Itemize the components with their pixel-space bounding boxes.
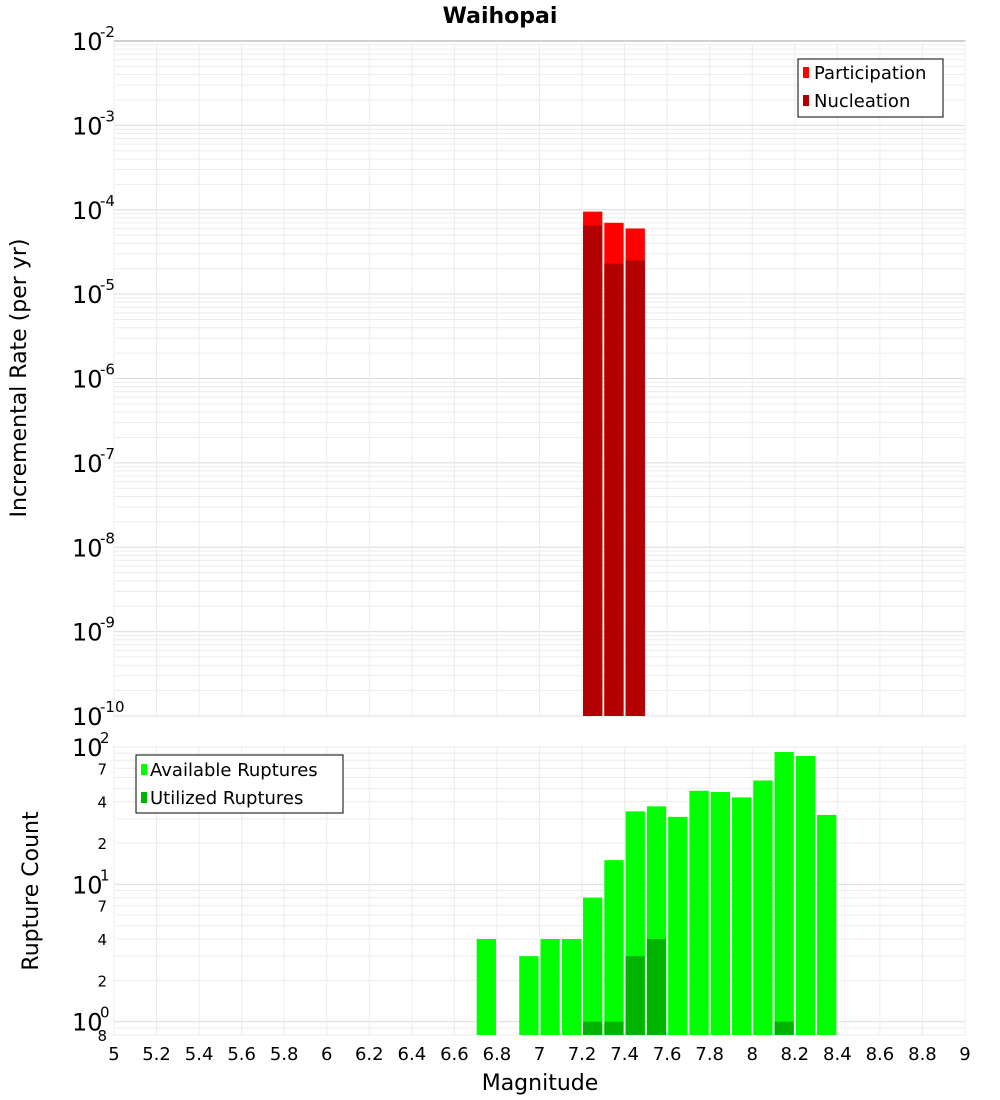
x-tick-label: 6.2 — [355, 1044, 384, 1065]
x-tick-label: 9 — [959, 1044, 970, 1065]
bottom-y-tick-base: 10 — [72, 734, 103, 762]
bottom-y-tick-minor: 7 — [97, 760, 107, 778]
top-y-tick-base: 10 — [72, 112, 103, 140]
top-y-tick-exponent: -9 — [100, 614, 115, 632]
x-tick-label: 5.6 — [227, 1044, 256, 1065]
available-bar — [561, 939, 582, 1035]
available-bar — [540, 939, 560, 1035]
bottom-y-tick-exponent: 2 — [100, 729, 110, 747]
utilized-bar — [646, 939, 667, 1035]
nucleation-bar — [604, 263, 624, 716]
bottom-y-axis-label: Rupture Count — [19, 811, 44, 971]
chart-title: Waihopai — [443, 4, 558, 29]
available-bar — [774, 751, 794, 1035]
x-tick-label: 6.4 — [398, 1044, 427, 1065]
x-tick-label: 7.8 — [695, 1044, 724, 1065]
top-legend: Participation Nucleation — [797, 58, 944, 118]
available-bar — [731, 797, 752, 1035]
x-tick-label: 5.8 — [270, 1044, 299, 1065]
utilized-bar — [604, 1021, 624, 1035]
bottom-y-tick-minor: 4 — [97, 931, 107, 949]
x-tick-label: 7.2 — [568, 1044, 597, 1065]
top-grid — [113, 41, 966, 717]
available-bar — [668, 816, 688, 1035]
top-y-tick-base: 10 — [72, 534, 103, 562]
top-y-tick-base: 10 — [72, 197, 103, 225]
available-bar — [476, 939, 496, 1035]
legend-swatch-available — [141, 764, 147, 775]
legend-label-available: Available Ruptures — [150, 760, 318, 781]
bottom-y-tick-exponent: 1 — [100, 866, 110, 884]
bottom-y-tick-minor: 2 — [97, 835, 107, 853]
x-tick-label: 7.6 — [653, 1044, 682, 1065]
top-y-tick-base: 10 — [72, 28, 103, 56]
x-tick-label: 8.2 — [780, 1044, 809, 1065]
bottom-y-tick-exponent: 0 — [100, 1004, 110, 1022]
legend-swatch-utilized — [141, 792, 147, 803]
top-y-tick-exponent: -8 — [100, 529, 115, 547]
legend-swatch-participation — [803, 67, 809, 78]
x-tick-label: 6.8 — [483, 1044, 512, 1065]
available-bar — [753, 780, 773, 1035]
nucleation-bar — [625, 260, 645, 716]
top-y-axis-label: Incremental Rate (per yr) — [7, 239, 32, 518]
top-y-tick-base: 10 — [72, 366, 103, 394]
x-ticks: 5 5.2 5.4 5.6 5.8 6 6.2 6.4 6.6 6.8 7 7.2 7.4 7.6 7.8 8… — [108, 1044, 970, 1065]
top-legend-box — [797, 58, 944, 118]
utilized-bar — [625, 956, 645, 1035]
top-y-tick-exponent: -5 — [100, 276, 115, 294]
bottom-y-tick-minor: 8 — [97, 1027, 107, 1045]
bottom-legend-box — [135, 754, 344, 814]
top-y-tick-base: 10 — [72, 619, 103, 647]
x-axis-label: Magnitude — [482, 1071, 599, 1096]
bottom-y-tick-base: 10 — [72, 1009, 103, 1037]
top-y-tick-exponent: -4 — [100, 192, 115, 210]
x-tick-label: 7 — [534, 1044, 545, 1065]
legend-label-nucleation: Nucleation — [814, 91, 910, 112]
available-bar — [689, 790, 709, 1035]
top-bars — [583, 211, 645, 716]
available-bar — [795, 755, 816, 1035]
top-y-tick-exponent: -7 — [100, 445, 115, 463]
available-bar — [604, 860, 624, 1035]
top-y-tick-exponent: -3 — [100, 107, 115, 125]
x-tick-label: 5.2 — [142, 1044, 171, 1065]
top-y-tick-exponent: -2 — [100, 23, 115, 41]
available-bar — [817, 814, 837, 1035]
x-tick-label: 8.4 — [823, 1044, 852, 1065]
x-tick-label: 5.4 — [185, 1044, 214, 1065]
available-bar — [710, 792, 730, 1035]
bottom-bars — [476, 751, 837, 1035]
bottom-legend: Available Ruptures Utilized Ruptures — [135, 754, 344, 814]
utilized-bar — [583, 1021, 603, 1035]
x-tick-label: 6 — [321, 1044, 332, 1065]
bottom-y-tick-minor: 7 — [97, 898, 107, 916]
legend-swatch-nucleation — [803, 95, 809, 106]
top-y-tick-exponent: -6 — [100, 361, 115, 379]
x-tick-label: 8 — [747, 1044, 758, 1065]
top-y-tick-exponent: -10 — [100, 698, 125, 716]
available-bar — [519, 956, 539, 1035]
x-tick-label: 6.6 — [440, 1044, 469, 1065]
bottom-y-tick-minor: 4 — [97, 794, 107, 812]
x-tick-label: 7.4 — [610, 1044, 639, 1065]
bottom-y-tick-base: 10 — [72, 871, 103, 899]
legend-label-utilized: Utilized Ruptures — [150, 788, 303, 809]
nucleation-bar — [583, 225, 603, 716]
legend-label-participation: Participation — [814, 63, 926, 84]
x-tick-label: 8.8 — [908, 1044, 937, 1065]
top-y-tick-base: 10 — [72, 450, 103, 478]
utilized-bar — [774, 1021, 794, 1035]
x-tick-label: 8.6 — [866, 1044, 895, 1065]
top-y-tick-base: 10 — [72, 281, 103, 309]
x-tick-label: 5 — [108, 1044, 119, 1065]
bottom-y-tick-minor: 2 — [97, 972, 107, 990]
available-bar — [583, 897, 603, 1035]
top-y-tick-base: 10 — [72, 703, 103, 731]
